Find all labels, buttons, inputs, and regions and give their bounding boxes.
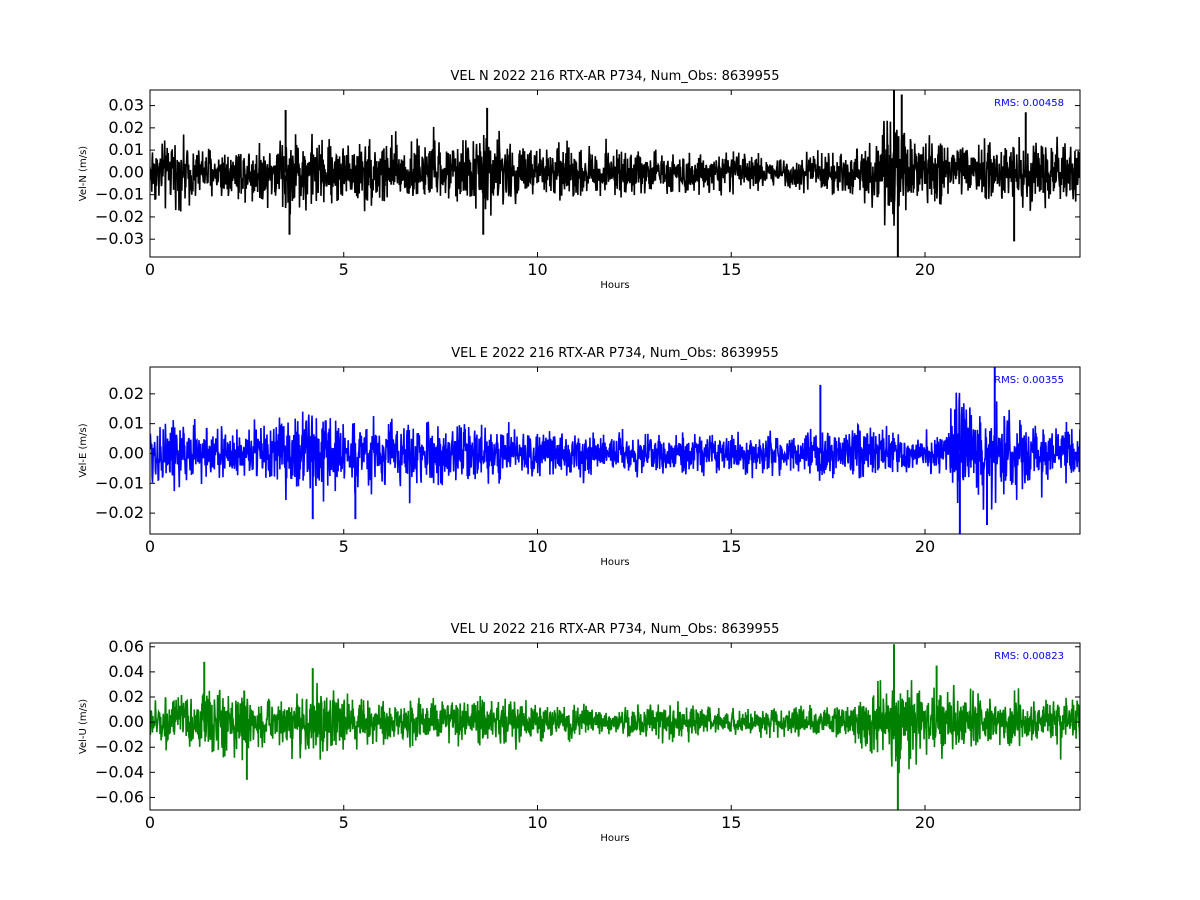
x-tick-label: 20 (915, 813, 935, 832)
y-tick-label: 0.01 (108, 140, 144, 159)
y-tick-label: 0.01 (108, 414, 144, 433)
chart-title: VEL E 2022 216 RTX-AR P734, Num_Obs: 863… (451, 346, 778, 361)
x-tick-label: 10 (527, 260, 547, 279)
rms-annotation: RMS: 0.00458 (994, 98, 1064, 109)
x-tick-label: 10 (527, 813, 547, 832)
x-tick-label: 15 (721, 813, 741, 832)
x-tick-label: 5 (339, 813, 349, 832)
y-tick-label: 0.04 (108, 662, 144, 681)
y-axis-label: Vel-N (m/s) (78, 146, 89, 201)
y-tick-label: 0.06 (108, 637, 144, 656)
x-tick-label: 0 (145, 537, 155, 556)
y-tick-label: −0.03 (95, 229, 144, 248)
x-axis-label: Hours (600, 280, 629, 291)
x-tick-label: 5 (339, 537, 349, 556)
x-tick-label: 10 (527, 537, 547, 556)
x-tick-label: 15 (721, 537, 741, 556)
y-tick-label: −0.02 (95, 503, 144, 522)
y-tick-label: −0.01 (95, 473, 144, 492)
series-line (150, 120, 1080, 226)
y-tick-label: 0.00 (108, 162, 144, 181)
x-tick-label: 20 (915, 260, 935, 279)
y-tick-label: 0.02 (108, 687, 144, 706)
plot-frame (149, 642, 1081, 811)
x-tick-label: 20 (915, 537, 935, 556)
y-tick-label: −0.02 (95, 207, 144, 226)
x-axis-label: Hours (600, 833, 629, 844)
y-axis-label: Vel-E (m/s) (78, 423, 89, 477)
y-tick-label: −0.04 (95, 762, 144, 781)
x-axis-label: Hours (600, 557, 629, 568)
rms-annotation: RMS: 0.00823 (994, 651, 1064, 662)
chart-panel-north: VEL N 2022 216 RTX-AR P734, Num_Obs: 863… (78, 69, 1081, 291)
x-tick-label: 15 (721, 260, 741, 279)
series-line (150, 680, 1080, 774)
y-tick-label: 0.00 (108, 443, 144, 462)
x-tick-label: 0 (145, 260, 155, 279)
rms-annotation: RMS: 0.00355 (994, 375, 1064, 386)
y-axis-label: Vel-U (m/s) (78, 699, 89, 754)
x-tick-label: 0 (145, 813, 155, 832)
y-tick-label: −0.02 (95, 737, 144, 756)
chart-panel-east: VEL E 2022 216 RTX-AR P734, Num_Obs: 863… (78, 346, 1081, 568)
plot-frame (149, 366, 1081, 535)
series-line (150, 392, 1080, 510)
y-tick-label: 0.03 (108, 96, 144, 115)
x-tick-label: 5 (339, 260, 349, 279)
y-tick-label: −0.01 (95, 185, 144, 204)
y-tick-label: −0.06 (95, 787, 144, 806)
chart-panel-up: VEL U 2022 216 RTX-AR P734, Num_Obs: 863… (78, 622, 1081, 844)
y-tick-label: 0.02 (108, 384, 144, 403)
y-tick-label: 0.00 (108, 712, 144, 731)
plot-frame (149, 89, 1081, 258)
chart-title: VEL N 2022 216 RTX-AR P734, Num_Obs: 863… (451, 69, 780, 84)
y-tick-label: 0.02 (108, 118, 144, 137)
chart-title: VEL U 2022 216 RTX-AR P734, Num_Obs: 863… (451, 622, 780, 637)
